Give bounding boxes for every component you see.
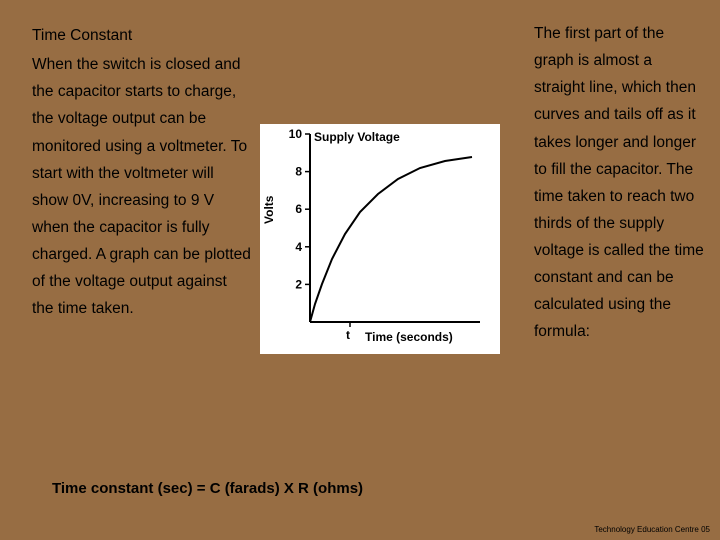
x-axis-label: Time (seconds) — [365, 330, 453, 344]
footer-credit: Technology Education Centre 05 — [594, 525, 710, 534]
right-column: The first part of the graph is almost a … — [534, 20, 704, 346]
right-body-text: The first part of the graph is almost a … — [534, 20, 704, 346]
svg-text:8: 8 — [295, 165, 302, 179]
formula-text: Time constant (sec) = C (farads) X R (oh… — [52, 480, 363, 497]
left-body-text: When the switch is closed and the capaci… — [32, 51, 252, 322]
y-axis-label: Volts — [262, 196, 276, 224]
svg-text:10: 10 — [289, 127, 303, 141]
svg-text:4: 4 — [295, 240, 302, 254]
left-column: Time Constant When the switch is closed … — [32, 22, 252, 322]
supply-voltage-label: Supply Voltage — [314, 130, 400, 144]
voltage-time-chart: 2 4 6 8 10 Supply Voltage Volts t Time (seco… — [260, 124, 500, 354]
svg-text:6: 6 — [295, 202, 302, 216]
chart-svg: 2 4 6 8 10 — [260, 124, 500, 354]
t-marker-label: t — [346, 328, 350, 342]
section-title: Time Constant — [32, 22, 252, 49]
svg-text:2: 2 — [295, 277, 302, 291]
